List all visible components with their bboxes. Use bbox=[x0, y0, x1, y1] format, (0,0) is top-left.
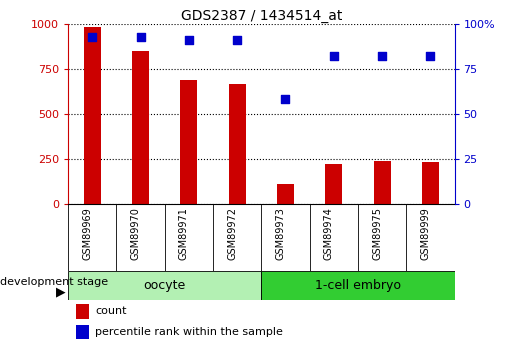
Text: GSM89970: GSM89970 bbox=[131, 207, 140, 260]
Bar bbox=[262, 271, 454, 300]
Text: count: count bbox=[95, 306, 127, 316]
Point bbox=[88, 34, 96, 39]
Text: GSM89975: GSM89975 bbox=[372, 207, 382, 260]
Text: GSM89972: GSM89972 bbox=[227, 207, 237, 260]
Bar bbox=[229, 84, 245, 204]
Point bbox=[233, 38, 241, 43]
Text: oocyte: oocyte bbox=[143, 279, 186, 292]
Bar bbox=[422, 162, 439, 204]
Point bbox=[330, 54, 338, 59]
Text: GSM89974: GSM89974 bbox=[324, 207, 334, 260]
Bar bbox=[180, 80, 197, 204]
Bar bbox=[84, 27, 101, 204]
Text: ▶: ▶ bbox=[56, 286, 65, 299]
Bar bbox=[277, 184, 294, 204]
Title: GDS2387 / 1434514_at: GDS2387 / 1434514_at bbox=[181, 9, 342, 23]
Point bbox=[136, 34, 144, 39]
Text: GSM89971: GSM89971 bbox=[179, 207, 189, 260]
Bar bbox=[325, 164, 342, 204]
Bar bbox=[374, 161, 390, 204]
Text: GSM89969: GSM89969 bbox=[82, 207, 92, 260]
Point bbox=[426, 54, 434, 59]
Bar bbox=[76, 325, 89, 339]
Text: 1-cell embryo: 1-cell embryo bbox=[315, 279, 401, 292]
Text: GSM89999: GSM89999 bbox=[420, 207, 430, 260]
Bar bbox=[76, 304, 89, 319]
Text: GSM89973: GSM89973 bbox=[276, 207, 285, 260]
Point bbox=[185, 38, 193, 43]
Text: development stage: development stage bbox=[0, 277, 108, 287]
Point bbox=[281, 97, 289, 102]
Point bbox=[378, 54, 386, 59]
Bar bbox=[68, 271, 262, 300]
Bar bbox=[132, 51, 149, 204]
Text: percentile rank within the sample: percentile rank within the sample bbox=[95, 327, 283, 337]
